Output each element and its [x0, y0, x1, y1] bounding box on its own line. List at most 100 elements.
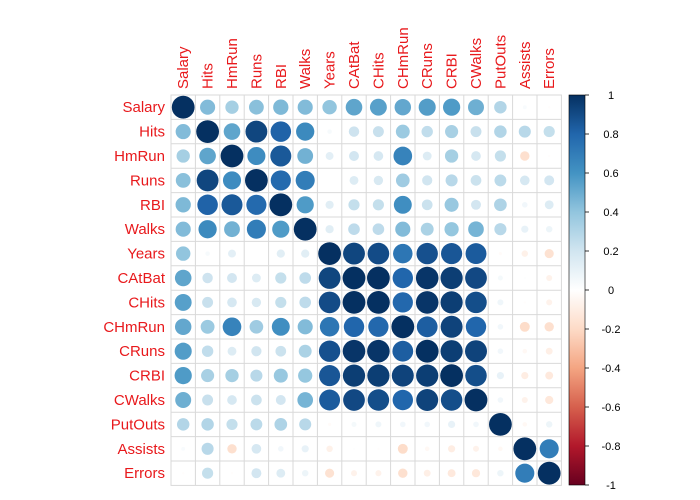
- corr-circle-crbi-cruns: [416, 364, 439, 387]
- corr-circle-years-chits: [367, 242, 390, 265]
- corr-circle-cwalks-walks: [297, 392, 314, 408]
- corr-circle-runs-chits: [373, 175, 384, 186]
- corr-circle-rbi-assists: [522, 202, 528, 208]
- corr-circle-chits-hmrun: [227, 297, 237, 308]
- corr-circle-chits-rbi: [275, 296, 287, 308]
- corr-circle-cruns-crbi: [440, 340, 463, 363]
- corr-circle-cruns-putouts: [497, 348, 504, 354]
- corr-circle-crbi-hmrun: [225, 368, 239, 383]
- corr-circle-assists-chmrun: [397, 443, 408, 454]
- corr-circle-hits-walks: [296, 122, 315, 141]
- corr-circle-salary-putouts: [494, 100, 507, 114]
- corr-circle-cruns-chmrun: [392, 340, 414, 362]
- corr-circle-rbi-walks: [296, 196, 314, 214]
- corr-circle-crbi-crbi: [440, 364, 463, 387]
- corr-circle-catbat-assists: [523, 276, 526, 280]
- corr-circle-rbi-rbi: [269, 193, 293, 217]
- corr-circle-cruns-hmrun: [227, 346, 237, 356]
- corr-circle-chits-crbi: [440, 291, 463, 314]
- corr-circle-errors-runs: [251, 468, 262, 479]
- corr-circle-errors-errors: [537, 461, 561, 485]
- corr-circle-runs-rbi: [270, 170, 291, 191]
- corr-circle-errors-salary: [182, 472, 185, 475]
- corr-circle-chmrun-cwalks: [465, 316, 487, 337]
- corr-circle-putouts-walks: [299, 418, 312, 431]
- corr-circle-errors-years: [325, 468, 335, 478]
- corr-circle-assists-rbi: [278, 446, 284, 452]
- corr-circle-runs-crbi: [445, 174, 458, 187]
- corr-circle-cwalks-errors: [545, 395, 554, 405]
- corr-circle-hits-years: [327, 129, 332, 134]
- colorbar-gradient: [568, 94, 586, 486]
- corr-circle-assists-hmrun: [227, 444, 237, 454]
- corr-circle-runs-catbat: [349, 175, 359, 185]
- corr-circle-crbi-salary: [174, 366, 192, 385]
- corr-circle-runs-hits: [196, 169, 219, 192]
- corr-circle-cwalks-runs: [251, 394, 262, 406]
- corr-circle-walks-putouts: [494, 223, 507, 236]
- corr-circle-catbat-hmrun: [227, 273, 237, 283]
- corr-circle-hmrun-putouts: [494, 150, 506, 162]
- corr-circle-catbat-salary: [174, 269, 192, 287]
- corr-circle-chits-putouts: [497, 299, 504, 306]
- corr-circle-hmrun-cwalks: [471, 151, 481, 161]
- corr-circle-crbi-hits: [201, 369, 215, 383]
- corr-circle-crbi-assists: [521, 372, 529, 380]
- corr-circle-years-rbi: [276, 249, 285, 258]
- row-label-cwalks: CWalks: [114, 392, 165, 409]
- corr-circle-chits-assists: [523, 301, 526, 304]
- corr-circle-cruns-chits: [367, 339, 390, 363]
- corr-circle-hmrun-errors: [548, 154, 551, 158]
- corr-circle-cwalks-putouts: [497, 397, 504, 403]
- corr-circle-assists-runs: [251, 443, 262, 454]
- corr-circle-rbi-years: [325, 200, 334, 209]
- correlation-circles: [171, 95, 561, 485]
- corr-circle-chits-runs: [251, 297, 262, 308]
- corr-circle-rbi-chmrun: [393, 195, 412, 214]
- row-labels: Salary Hits HmRun Runs RBI Walks Years CAtBat CH…: [103, 99, 166, 482]
- corr-circle-cwalks-cwalks: [464, 388, 488, 412]
- corr-circle-chmrun-putouts: [497, 324, 504, 330]
- corr-circle-hmrun-assists: [520, 151, 530, 161]
- corr-circle-salary-catbat: [345, 98, 363, 116]
- row-label-catbat: CAtBat: [117, 270, 165, 287]
- corr-circle-years-years: [318, 242, 341, 265]
- row-label-rbi: RBI: [140, 197, 165, 214]
- corr-circle-salary-years: [322, 99, 337, 115]
- corr-circle-cwalks-cruns: [416, 389, 439, 411]
- colorbar: 1 0.8 0.6 0.4 0.2 0 -0.2 -0.4 -0.6 -0.8 -1: [568, 90, 620, 492]
- corr-circle-walks-cruns: [420, 222, 434, 236]
- column-label-catbat: CAtBat: [346, 41, 363, 89]
- corr-circle-cruns-cwalks: [465, 340, 487, 363]
- column-label-chits: CHits: [370, 52, 387, 89]
- corr-circle-cruns-errors: [545, 347, 553, 355]
- corr-circle-cwalks-assists: [521, 396, 528, 404]
- corr-circle-cruns-hits: [201, 345, 214, 357]
- corr-circle-assists-chits: [377, 447, 380, 450]
- corr-circle-cwalks-chits: [367, 389, 390, 411]
- corr-circle-cwalks-salary: [175, 392, 192, 408]
- column-label-cwalks: CWalks: [468, 38, 485, 89]
- corr-circle-putouts-years: [327, 422, 332, 427]
- corr-circle-hits-cruns: [421, 125, 433, 138]
- row-label-salary: Salary: [122, 99, 165, 116]
- corr-circle-hits-chmrun: [395, 124, 410, 139]
- corr-circle-putouts-assists: [522, 422, 528, 427]
- corr-circle-cwalks-chmrun: [392, 389, 413, 411]
- colorbar-tick-label: 0: [608, 285, 614, 297]
- corr-circle-cruns-catbat: [342, 339, 366, 363]
- corr-circle-assists-walks: [301, 445, 309, 453]
- corr-circle-putouts-runs: [250, 418, 263, 431]
- corr-circle-errors-crbi: [447, 469, 456, 478]
- corr-circle-errors-chits: [375, 470, 382, 477]
- corr-circle-errors-catbat: [350, 470, 358, 477]
- corr-circle-putouts-errors: [545, 421, 553, 428]
- corr-circle-walks-rbi: [272, 220, 290, 238]
- corr-circle-rbi-hits: [197, 194, 218, 216]
- corr-circle-hits-chits: [372, 126, 384, 138]
- colorbar-tick-label: -1: [606, 480, 616, 492]
- row-label-errors: Errors: [124, 465, 165, 482]
- corr-circle-catbat-rbi: [275, 272, 287, 284]
- corr-circle-hmrun-catbat: [349, 151, 359, 161]
- corr-circle-putouts-chmrun: [400, 421, 406, 428]
